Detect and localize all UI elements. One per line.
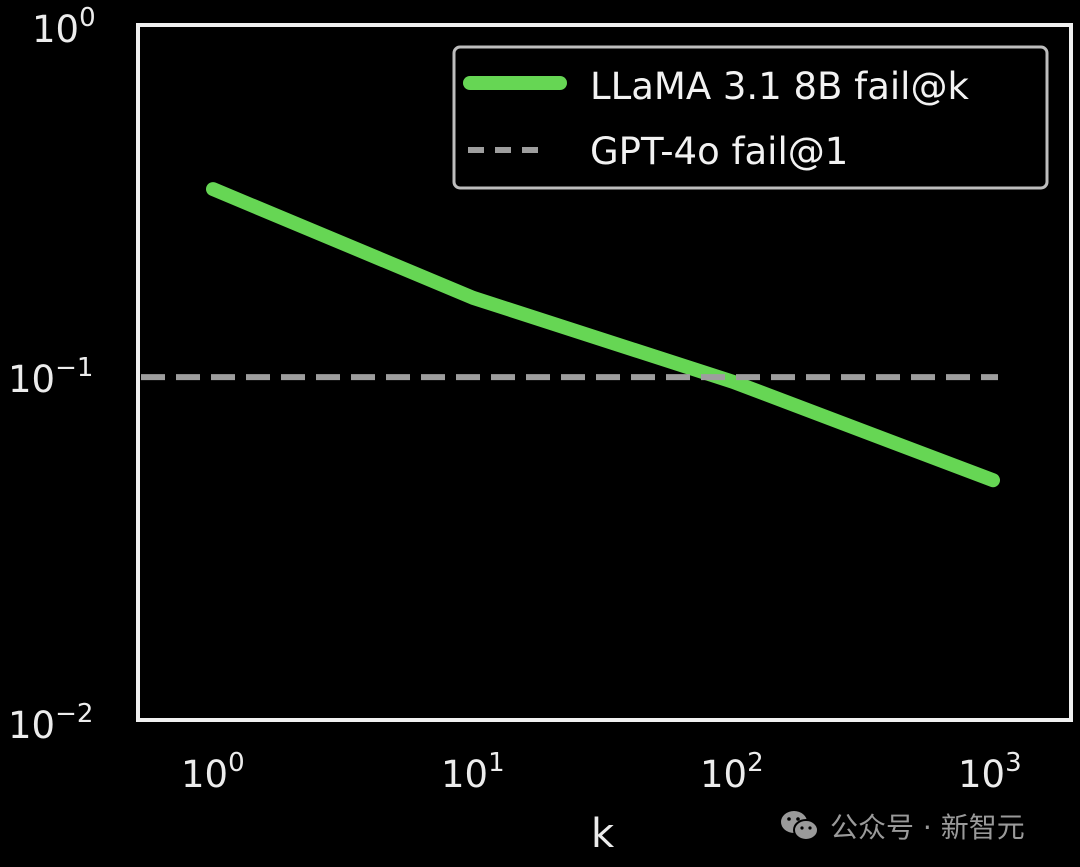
svg-text:10−2: 10−2 [8, 699, 93, 747]
watermark-text: 公众号 · 新智元 [830, 811, 1025, 844]
svg-text:103: 103 [958, 748, 1022, 796]
y-tick-label-0: 100 [32, 3, 96, 51]
llama-fail-at-k-line [206, 182, 1000, 488]
wechat-icon [780, 809, 820, 843]
x-tick-label-3: 103 [958, 748, 1022, 796]
y-tick-label-minus1: 10−1 [8, 353, 93, 401]
x-tick-label-2: 102 [700, 748, 764, 796]
series-layer [141, 182, 1000, 488]
legend-label-llama: LLaMA 3.1 8B fail@k [590, 65, 969, 108]
svg-text:100: 100 [32, 3, 96, 51]
svg-text:101: 101 [441, 748, 505, 796]
svg-text:100: 100 [181, 748, 245, 796]
y-tick-label-minus2: 10−2 [8, 699, 93, 747]
watermark: 公众号 · 新智元 [780, 806, 1025, 846]
x-axis-label: k [591, 811, 615, 857]
svg-text:102: 102 [700, 748, 764, 796]
x-tick-label-0: 100 [181, 748, 245, 796]
legend-label-gpt: GPT-4o fail@1 [590, 130, 848, 173]
plot-frame [136, 23, 1073, 722]
svg-text:10−1: 10−1 [8, 353, 93, 401]
legend: LLaMA 3.1 8B fail@k GPT-4o fail@1 [452, 45, 1049, 190]
x-tick-label-1: 101 [441, 748, 505, 796]
legend-box [452, 45, 1049, 190]
